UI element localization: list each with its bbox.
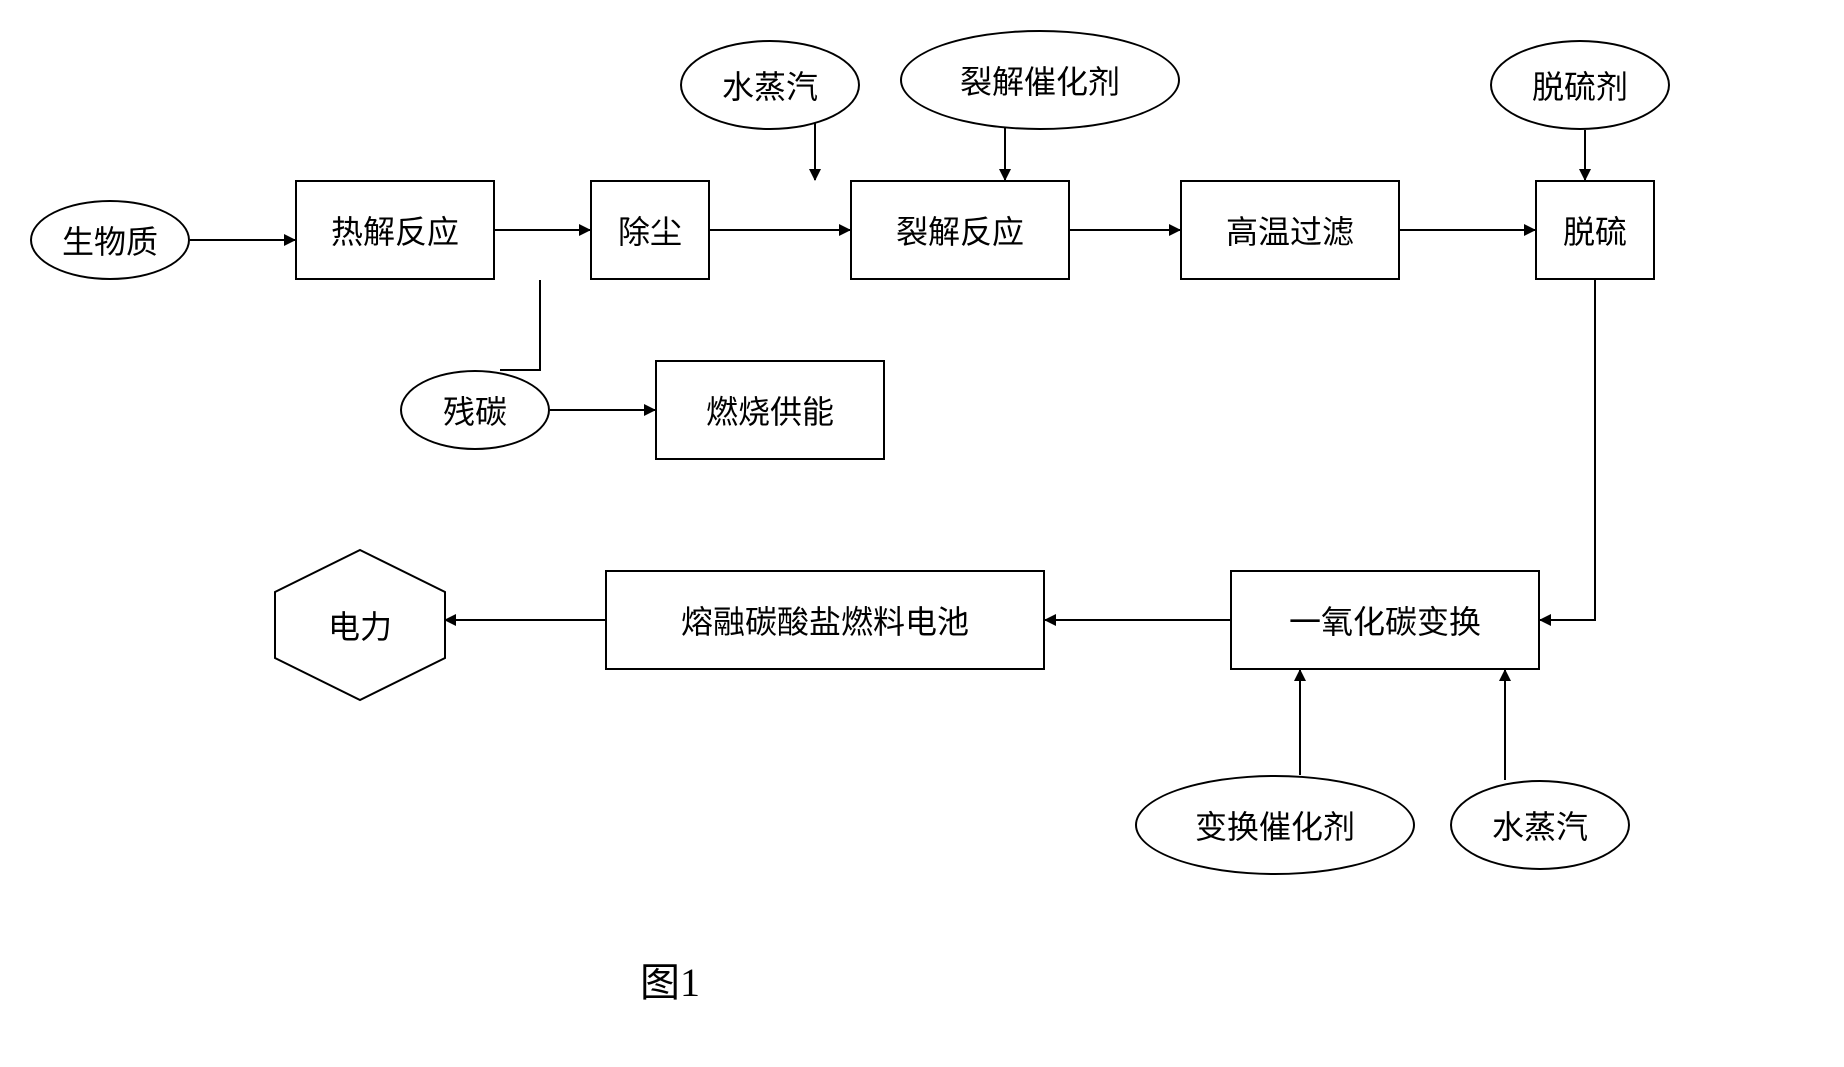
node-shift_cat-label: 变换催化剂: [1195, 802, 1355, 848]
node-steam2-label: 水蒸汽: [1492, 802, 1588, 848]
node-pyrolysis: 热解反应: [295, 180, 495, 280]
node-crack_cat: 裂解催化剂: [900, 30, 1180, 130]
node-dedust: 除尘: [590, 180, 710, 280]
node-coshift: 一氧化碳变换: [1230, 570, 1540, 670]
node-biomass: 生物质: [30, 200, 190, 280]
node-cracking: 裂解反应: [850, 180, 1070, 280]
node-mcfc: 熔融碳酸盐燃料电池: [605, 570, 1045, 670]
node-biomass-label: 生物质: [62, 217, 158, 263]
node-htfilter-label: 高温过滤: [1226, 207, 1354, 253]
node-steam2: 水蒸汽: [1450, 780, 1630, 870]
node-combust-label: 燃烧供能: [706, 387, 834, 433]
node-mcfc-label: 熔融碳酸盐燃料电池: [681, 597, 969, 643]
node-desulf_agent-label: 脱硫剂: [1532, 62, 1628, 108]
node-steam1: 水蒸汽: [680, 40, 860, 130]
node-residue-label: 残碳: [443, 387, 507, 433]
node-desulf_agent: 脱硫剂: [1490, 40, 1670, 130]
node-dedust-label: 除尘: [618, 207, 682, 253]
node-htfilter: 高温过滤: [1180, 180, 1400, 280]
node-combust: 燃烧供能: [655, 360, 885, 460]
figure-caption: 图1: [640, 950, 700, 1008]
node-crack_cat-label: 裂解催化剂: [960, 57, 1120, 103]
node-steam1-label: 水蒸汽: [722, 62, 818, 108]
node-desulf-label: 脱硫: [1563, 207, 1627, 253]
node-coshift-label: 一氧化碳变换: [1289, 597, 1481, 643]
node-pyrolysis-label: 热解反应: [331, 207, 459, 253]
node-residue: 残碳: [400, 370, 550, 450]
node-desulf: 脱硫: [1535, 180, 1655, 280]
node-power-label: 电力: [328, 602, 392, 648]
node-shift_cat: 变换催化剂: [1135, 775, 1415, 875]
arrow-a11: [1540, 280, 1595, 620]
arrow-a9: [500, 280, 540, 370]
node-power: 电力: [275, 550, 445, 700]
node-cracking-label: 裂解反应: [896, 207, 1024, 253]
